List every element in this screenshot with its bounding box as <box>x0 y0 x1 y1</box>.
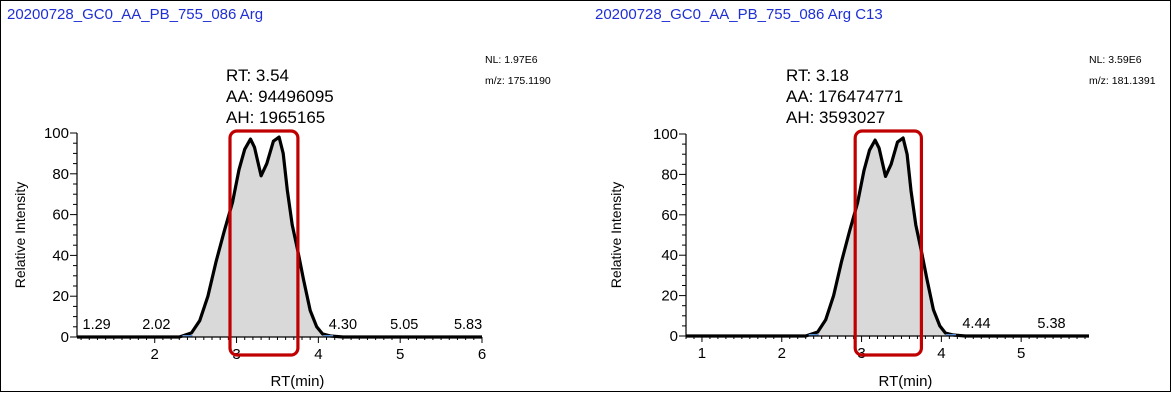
chart-title: 20200728_GC0_AA_PB_755_086 Arg C13 <box>595 6 883 23</box>
y-axis-label: Relative Intensity <box>12 182 28 289</box>
peak-aa: AA: 176474771 <box>786 87 903 106</box>
y-tick-label: 40 <box>52 247 69 264</box>
peak-ah: AH: 1965165 <box>226 108 325 127</box>
y-tick-label: 20 <box>661 288 678 305</box>
peak-rt: RT: 3.54 <box>226 66 289 85</box>
chromatogram-trace <box>686 136 1089 338</box>
y-tick-label: 80 <box>661 166 678 183</box>
x-tick-label: 2 <box>151 346 159 363</box>
nl-value: NL: 1.97E6 <box>485 54 538 66</box>
x-tick-label: 4 <box>937 345 945 362</box>
chromatogram-trace <box>77 135 482 339</box>
chart-title: 20200728_GC0_AA_PB_755_086 Arg <box>7 6 263 23</box>
chart-panel-1: 20200728_GC0_AA_PB_755_086 Arg NL: 1.97E6… <box>7 6 551 390</box>
y-tick-label: 0 <box>61 329 69 346</box>
peak-area <box>77 137 482 337</box>
x-tick-label: 5 <box>396 346 404 363</box>
y-tick-label: 100 <box>44 125 69 142</box>
peak-aa: AA: 94496095 <box>226 87 334 106</box>
x-tick-label: 1 <box>698 345 706 362</box>
peak-label: 2.02 <box>142 317 170 333</box>
peak-rt: RT: 3.18 <box>786 66 849 85</box>
chart-panel-2: 20200728_GC0_AA_PB_755_086 Arg C13 NL: 3.… <box>595 6 1156 390</box>
y-tick-label: 100 <box>653 126 678 143</box>
nl-value: NL: 3.59E6 <box>1089 54 1142 66</box>
y-tick-label: 60 <box>52 207 69 224</box>
mz-value: m/z: 175.1190 <box>485 75 551 87</box>
peak-label: 5.38 <box>1037 316 1065 332</box>
peak-label: 1.29 <box>83 317 111 333</box>
peak-ah: AH: 3593027 <box>786 108 885 127</box>
peak-label: 5.83 <box>454 317 482 333</box>
y-axis-label: Relative Intensity <box>608 182 624 289</box>
mz-value: m/z: 181.1391 <box>1089 75 1156 87</box>
x-axis-label: RT(min) <box>271 373 325 390</box>
peak-label: 4.44 <box>962 316 990 332</box>
highlight-box <box>228 129 300 357</box>
x-tick-label: 2 <box>778 345 786 362</box>
y-tick-label: 40 <box>661 247 678 264</box>
x-tick-label: 5 <box>1017 345 1025 362</box>
x-tick-label: 4 <box>314 346 322 363</box>
y-tick-label: 80 <box>52 166 69 183</box>
highlight-box <box>853 129 924 357</box>
y-tick-label: 60 <box>661 207 678 224</box>
peak-label: 4.30 <box>329 317 357 333</box>
y-tick-label: 0 <box>670 328 678 345</box>
peak-area <box>686 138 1089 336</box>
x-tick-label: 6 <box>478 346 486 363</box>
y-tick-label: 20 <box>52 288 69 305</box>
x-axis-label: RT(min) <box>879 373 933 390</box>
peak-label: 5.05 <box>390 317 418 333</box>
